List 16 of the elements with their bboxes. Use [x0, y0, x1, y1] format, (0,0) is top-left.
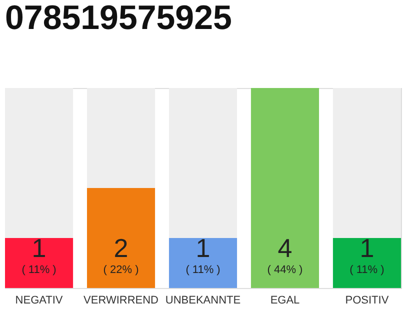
annotation: ( 22% )	[103, 264, 139, 276]
data-label: 1	[32, 233, 46, 263]
data-label: 1	[360, 233, 374, 263]
x-tick-label: UNBEKANNTE	[165, 294, 241, 306]
annotation: ( 44% )	[267, 264, 303, 276]
x-tick-label: EGAL	[270, 294, 300, 306]
x-tick-label: VERWIRREND	[84, 294, 159, 306]
annotation: ( 11% )	[22, 264, 56, 276]
data-label: 2	[114, 233, 128, 263]
x-tick-label: POSITIV	[345, 294, 390, 306]
chart-title: 078519575925	[5, 0, 232, 37]
annotation: ( 11% )	[350, 264, 384, 276]
data-label: 4	[278, 233, 292, 263]
x-tick-label: NEGATIV	[15, 294, 64, 306]
data-label: 1	[196, 233, 210, 263]
annotation: ( 11% )	[186, 264, 220, 276]
